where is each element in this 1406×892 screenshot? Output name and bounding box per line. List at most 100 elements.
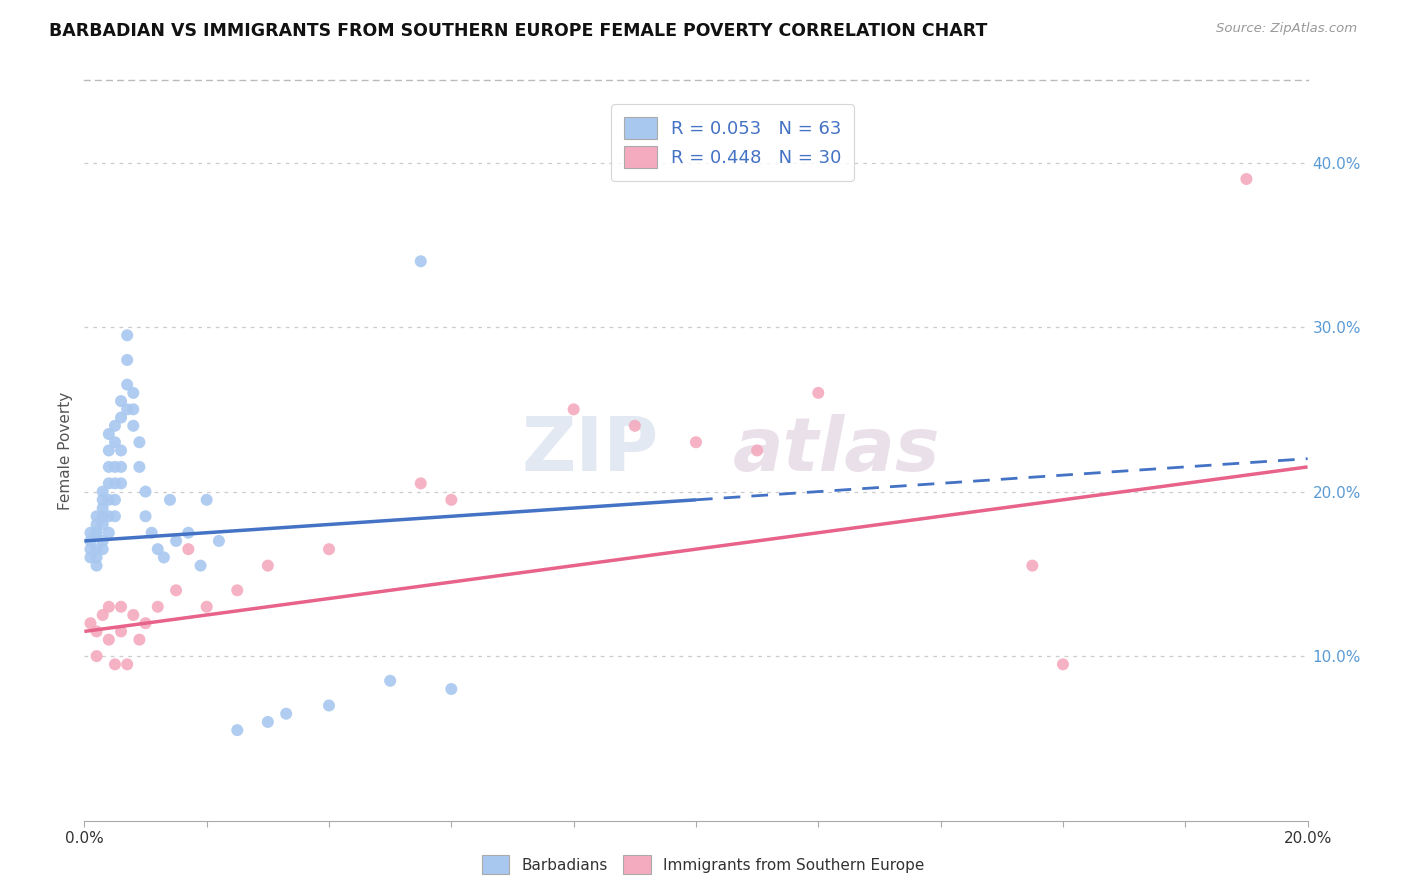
Legend: R = 0.053   N = 63, R = 0.448   N = 30: R = 0.053 N = 63, R = 0.448 N = 30 [612, 104, 853, 181]
Point [115, 328, 138, 343]
Point [122, 385, 145, 400]
Point [115, 353, 138, 368]
Point [409, 254, 432, 268]
Point [685, 435, 707, 450]
Point [135, 484, 157, 499]
Point [115, 657, 138, 672]
Point [276, 706, 298, 721]
Text: BARBADIAN VS IMMIGRANTS FROM SOUTHERN EUROPE FEMALE POVERTY CORRELATION CHART: BARBADIAN VS IMMIGRANTS FROM SOUTHERN EU… [49, 22, 987, 40]
Point [195, 492, 218, 507]
Point [128, 435, 150, 450]
Point [440, 681, 463, 696]
Point [226, 583, 249, 598]
Point [110, 410, 132, 425]
Point [86, 624, 108, 639]
Point [104, 492, 127, 507]
Point [79, 542, 101, 557]
Point [97, 476, 120, 491]
Point [409, 476, 432, 491]
Point [97, 492, 120, 507]
Text: ZIP: ZIP [522, 414, 659, 487]
Point [91, 607, 114, 622]
Point [562, 402, 585, 417]
Point [195, 599, 218, 614]
Point [1021, 558, 1043, 573]
Point [91, 501, 114, 516]
Point [1236, 172, 1258, 186]
Point [110, 599, 132, 614]
Point [97, 459, 120, 474]
Point [159, 492, 181, 507]
Point [318, 542, 340, 557]
Point [97, 599, 120, 614]
Point [190, 558, 212, 573]
Point [91, 509, 114, 524]
Point [1052, 657, 1074, 672]
Point [122, 402, 145, 417]
Point [257, 714, 280, 729]
Point [86, 558, 108, 573]
Point [135, 616, 157, 631]
Y-axis label: Female Poverty: Female Poverty [58, 392, 73, 509]
Point [97, 427, 120, 442]
Point [208, 533, 231, 548]
Point [257, 558, 280, 573]
Point [104, 657, 127, 672]
Text: atlas: atlas [733, 414, 941, 487]
Point [86, 525, 108, 540]
Point [318, 698, 340, 713]
Point [91, 492, 114, 507]
Point [91, 484, 114, 499]
Point [110, 443, 132, 458]
Point [91, 533, 114, 548]
Point [177, 525, 200, 540]
Point [86, 542, 108, 557]
Point [135, 509, 157, 524]
Point [146, 599, 169, 614]
Point [380, 673, 402, 688]
Point [115, 377, 138, 392]
Point [104, 509, 127, 524]
Point [110, 459, 132, 474]
Point [79, 550, 101, 565]
Point [110, 476, 132, 491]
Point [146, 542, 169, 557]
Point [86, 517, 108, 532]
Point [440, 492, 463, 507]
Point [86, 649, 108, 664]
Point [86, 509, 108, 524]
Point [97, 525, 120, 540]
Point [141, 525, 163, 540]
Point [165, 583, 187, 598]
Point [122, 418, 145, 433]
Point [79, 525, 101, 540]
Point [624, 418, 647, 433]
Point [91, 542, 114, 557]
Point [79, 616, 101, 631]
Point [104, 459, 127, 474]
Point [177, 542, 200, 557]
Point [122, 607, 145, 622]
Point [165, 533, 187, 548]
Point [110, 394, 132, 409]
Point [86, 550, 108, 565]
Point [807, 385, 830, 400]
Point [97, 509, 120, 524]
Point [97, 443, 120, 458]
Point [153, 550, 176, 565]
Point [97, 632, 120, 647]
Point [79, 533, 101, 548]
Point [747, 443, 769, 458]
Text: Source: ZipAtlas.com: Source: ZipAtlas.com [1216, 22, 1357, 36]
Point [104, 476, 127, 491]
Point [110, 624, 132, 639]
Point [86, 525, 108, 540]
Point [226, 723, 249, 738]
Point [104, 418, 127, 433]
Point [115, 402, 138, 417]
Point [104, 435, 127, 450]
Point [128, 459, 150, 474]
Legend: Barbadians, Immigrants from Southern Europe: Barbadians, Immigrants from Southern Eur… [475, 849, 931, 880]
Point [128, 632, 150, 647]
Point [91, 517, 114, 532]
